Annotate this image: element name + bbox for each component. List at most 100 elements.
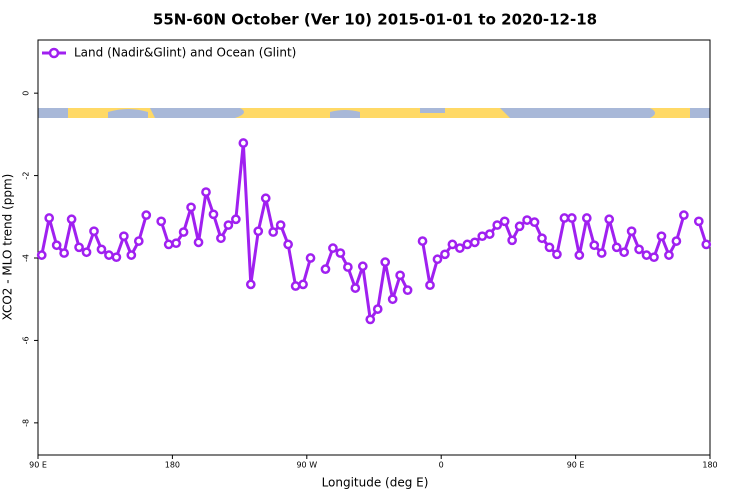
point: [492, 220, 503, 230]
point: [119, 231, 129, 242]
point: [290, 281, 301, 291]
point: [522, 215, 532, 225]
x-tick-label: 90 E: [29, 461, 47, 470]
point: [66, 214, 77, 225]
point: [440, 249, 450, 260]
x-tick-label: 180: [165, 461, 180, 470]
point: [96, 244, 107, 255]
point: [156, 216, 167, 227]
point: [537, 233, 547, 244]
point: [365, 314, 376, 325]
x-tick-label: 90 E: [567, 461, 585, 470]
point: [395, 270, 405, 281]
point: [305, 253, 316, 263]
plot-frame: [37, 39, 711, 456]
x-axis-label: Longitude (deg E): [322, 476, 429, 490]
point: [402, 285, 413, 296]
point: [320, 264, 331, 274]
point: [89, 226, 99, 237]
point: [574, 250, 585, 260]
point: [477, 231, 488, 242]
point: [260, 193, 271, 204]
point: [380, 257, 391, 267]
point: [335, 248, 346, 258]
y-axis-label: XCO2 - MLO trend (ppm): [1, 174, 15, 321]
point: [268, 227, 279, 237]
chart-title: 55N-60N October (Ver 10) 2015-01-01 to 2…: [153, 11, 597, 29]
point: [59, 248, 69, 258]
point: [604, 214, 615, 225]
point: [596, 248, 607, 258]
point: [74, 242, 84, 253]
point: [701, 239, 712, 250]
point: [216, 233, 226, 244]
point: [44, 213, 55, 223]
point: [245, 279, 256, 290]
y-tick-label: -4: [22, 254, 31, 262]
point: [186, 202, 196, 213]
point: [507, 235, 517, 246]
point: [275, 220, 286, 230]
point: [626, 226, 637, 237]
legend-label: Land (Nadir&Glint) and Ocean (Glint): [74, 46, 296, 60]
x-tick-label: 0: [439, 461, 444, 470]
point: [283, 239, 293, 250]
point: [201, 187, 211, 197]
point: [634, 244, 644, 255]
map-strip: [38, 108, 710, 118]
point: [589, 240, 600, 251]
point: [36, 250, 47, 260]
y-tick-label: 0: [22, 91, 31, 96]
point: [425, 280, 435, 291]
y-tick-label: -6: [22, 336, 31, 344]
point: [178, 227, 189, 237]
y-tick-label: -2: [22, 172, 31, 180]
point: [641, 250, 652, 260]
point: [372, 304, 383, 314]
point: [552, 249, 562, 260]
point: [559, 213, 570, 223]
point: [581, 213, 592, 223]
point: [253, 226, 264, 237]
x-tick-label: 180: [702, 461, 717, 470]
point: [649, 252, 659, 263]
point: [544, 242, 555, 253]
point: [469, 237, 480, 248]
point: [529, 217, 540, 228]
point: [693, 216, 704, 227]
point: [193, 237, 204, 248]
point: [141, 210, 152, 220]
point: [238, 138, 249, 148]
legend-marker: [48, 47, 60, 59]
point: [343, 262, 353, 272]
x-tick-label: 90 W: [296, 461, 317, 470]
point: [447, 239, 458, 250]
point: [432, 254, 443, 265]
point: [664, 250, 674, 260]
point: [111, 252, 122, 263]
point: [126, 250, 137, 260]
point: [387, 294, 398, 305]
series-line: [40, 142, 708, 324]
point: [163, 239, 174, 250]
point: [671, 236, 682, 246]
point: [462, 239, 473, 250]
point: [223, 220, 234, 230]
point: [455, 243, 465, 253]
point: [171, 238, 181, 249]
point: [611, 242, 622, 253]
y-tick-label: -8: [22, 419, 31, 427]
point: [231, 214, 241, 225]
point: [567, 213, 577, 223]
point: [208, 209, 219, 220]
point: [298, 279, 308, 290]
point: [133, 236, 144, 246]
point: [514, 221, 525, 232]
point: [679, 210, 689, 220]
point: [81, 247, 92, 258]
point: [484, 229, 495, 239]
point: [417, 236, 428, 246]
point: [357, 261, 368, 272]
point: [51, 240, 62, 251]
point: [499, 216, 510, 227]
